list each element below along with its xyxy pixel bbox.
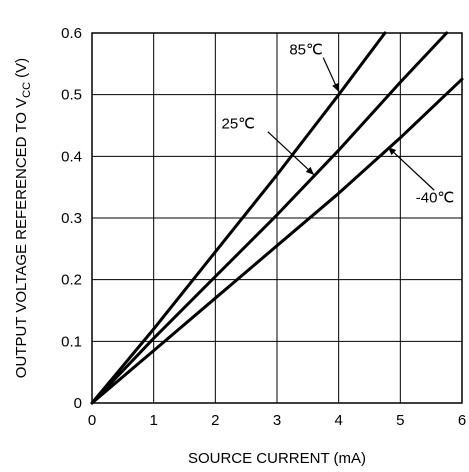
- annotation-label: 25℃: [222, 116, 256, 133]
- y-tick-label: 0.2: [61, 272, 82, 289]
- y-axis-label-prefix: OUTPUT VOLTAGE REFERENCED TO V: [13, 98, 30, 378]
- y-axis-label: OUTPUT VOLTAGE REFERENCED TO VCC (V): [13, 58, 33, 378]
- y-tick-label: 0.6: [61, 25, 82, 42]
- annotation-arrowhead: [305, 166, 314, 175]
- annotation-label: -40℃: [416, 190, 455, 207]
- y-tick-label: 0.5: [61, 87, 82, 104]
- annotation-leader-line: [267, 131, 315, 176]
- series-lines: [90, 31, 464, 405]
- annotation-leader-line: [387, 146, 435, 191]
- annotations: 85℃ 25℃ -40℃: [222, 42, 455, 207]
- annotation-arrowhead: [332, 82, 339, 92]
- y-tick-label: 0.1: [61, 333, 82, 350]
- x-tick-label: 2: [211, 412, 219, 429]
- x-tick-labels: 0 1 2 3 4 5 6: [88, 412, 466, 429]
- x-tick-label: 5: [396, 412, 404, 429]
- x-tick-label: 0: [88, 412, 96, 429]
- annotation-label: 85℃: [289, 42, 323, 59]
- annotation-arrowhead: [388, 147, 397, 156]
- y-tick-labels: 0 0.1 0.2 0.3 0.4 0.5 0.6: [61, 25, 82, 412]
- x-tick-label: 3: [273, 412, 281, 429]
- x-tick-label: 6: [458, 412, 466, 429]
- y-tick-label: 0.4: [61, 148, 82, 165]
- series-line-85c: [90, 31, 387, 405]
- y-tick-label: 0: [74, 395, 82, 412]
- series-line-25c: [90, 31, 449, 405]
- x-axis-label: SOURCE CURRENT (mA): [188, 450, 366, 467]
- series-line-minus40c: [90, 77, 464, 405]
- plot-frame: [91, 32, 463, 404]
- y-axis-label-subscript: CC: [21, 82, 33, 98]
- y-tick-label: 0.3: [61, 210, 82, 227]
- x-tick-label: 1: [149, 412, 157, 429]
- y-axis-label-suffix: (V): [13, 58, 30, 82]
- x-tick-label: 4: [334, 412, 342, 429]
